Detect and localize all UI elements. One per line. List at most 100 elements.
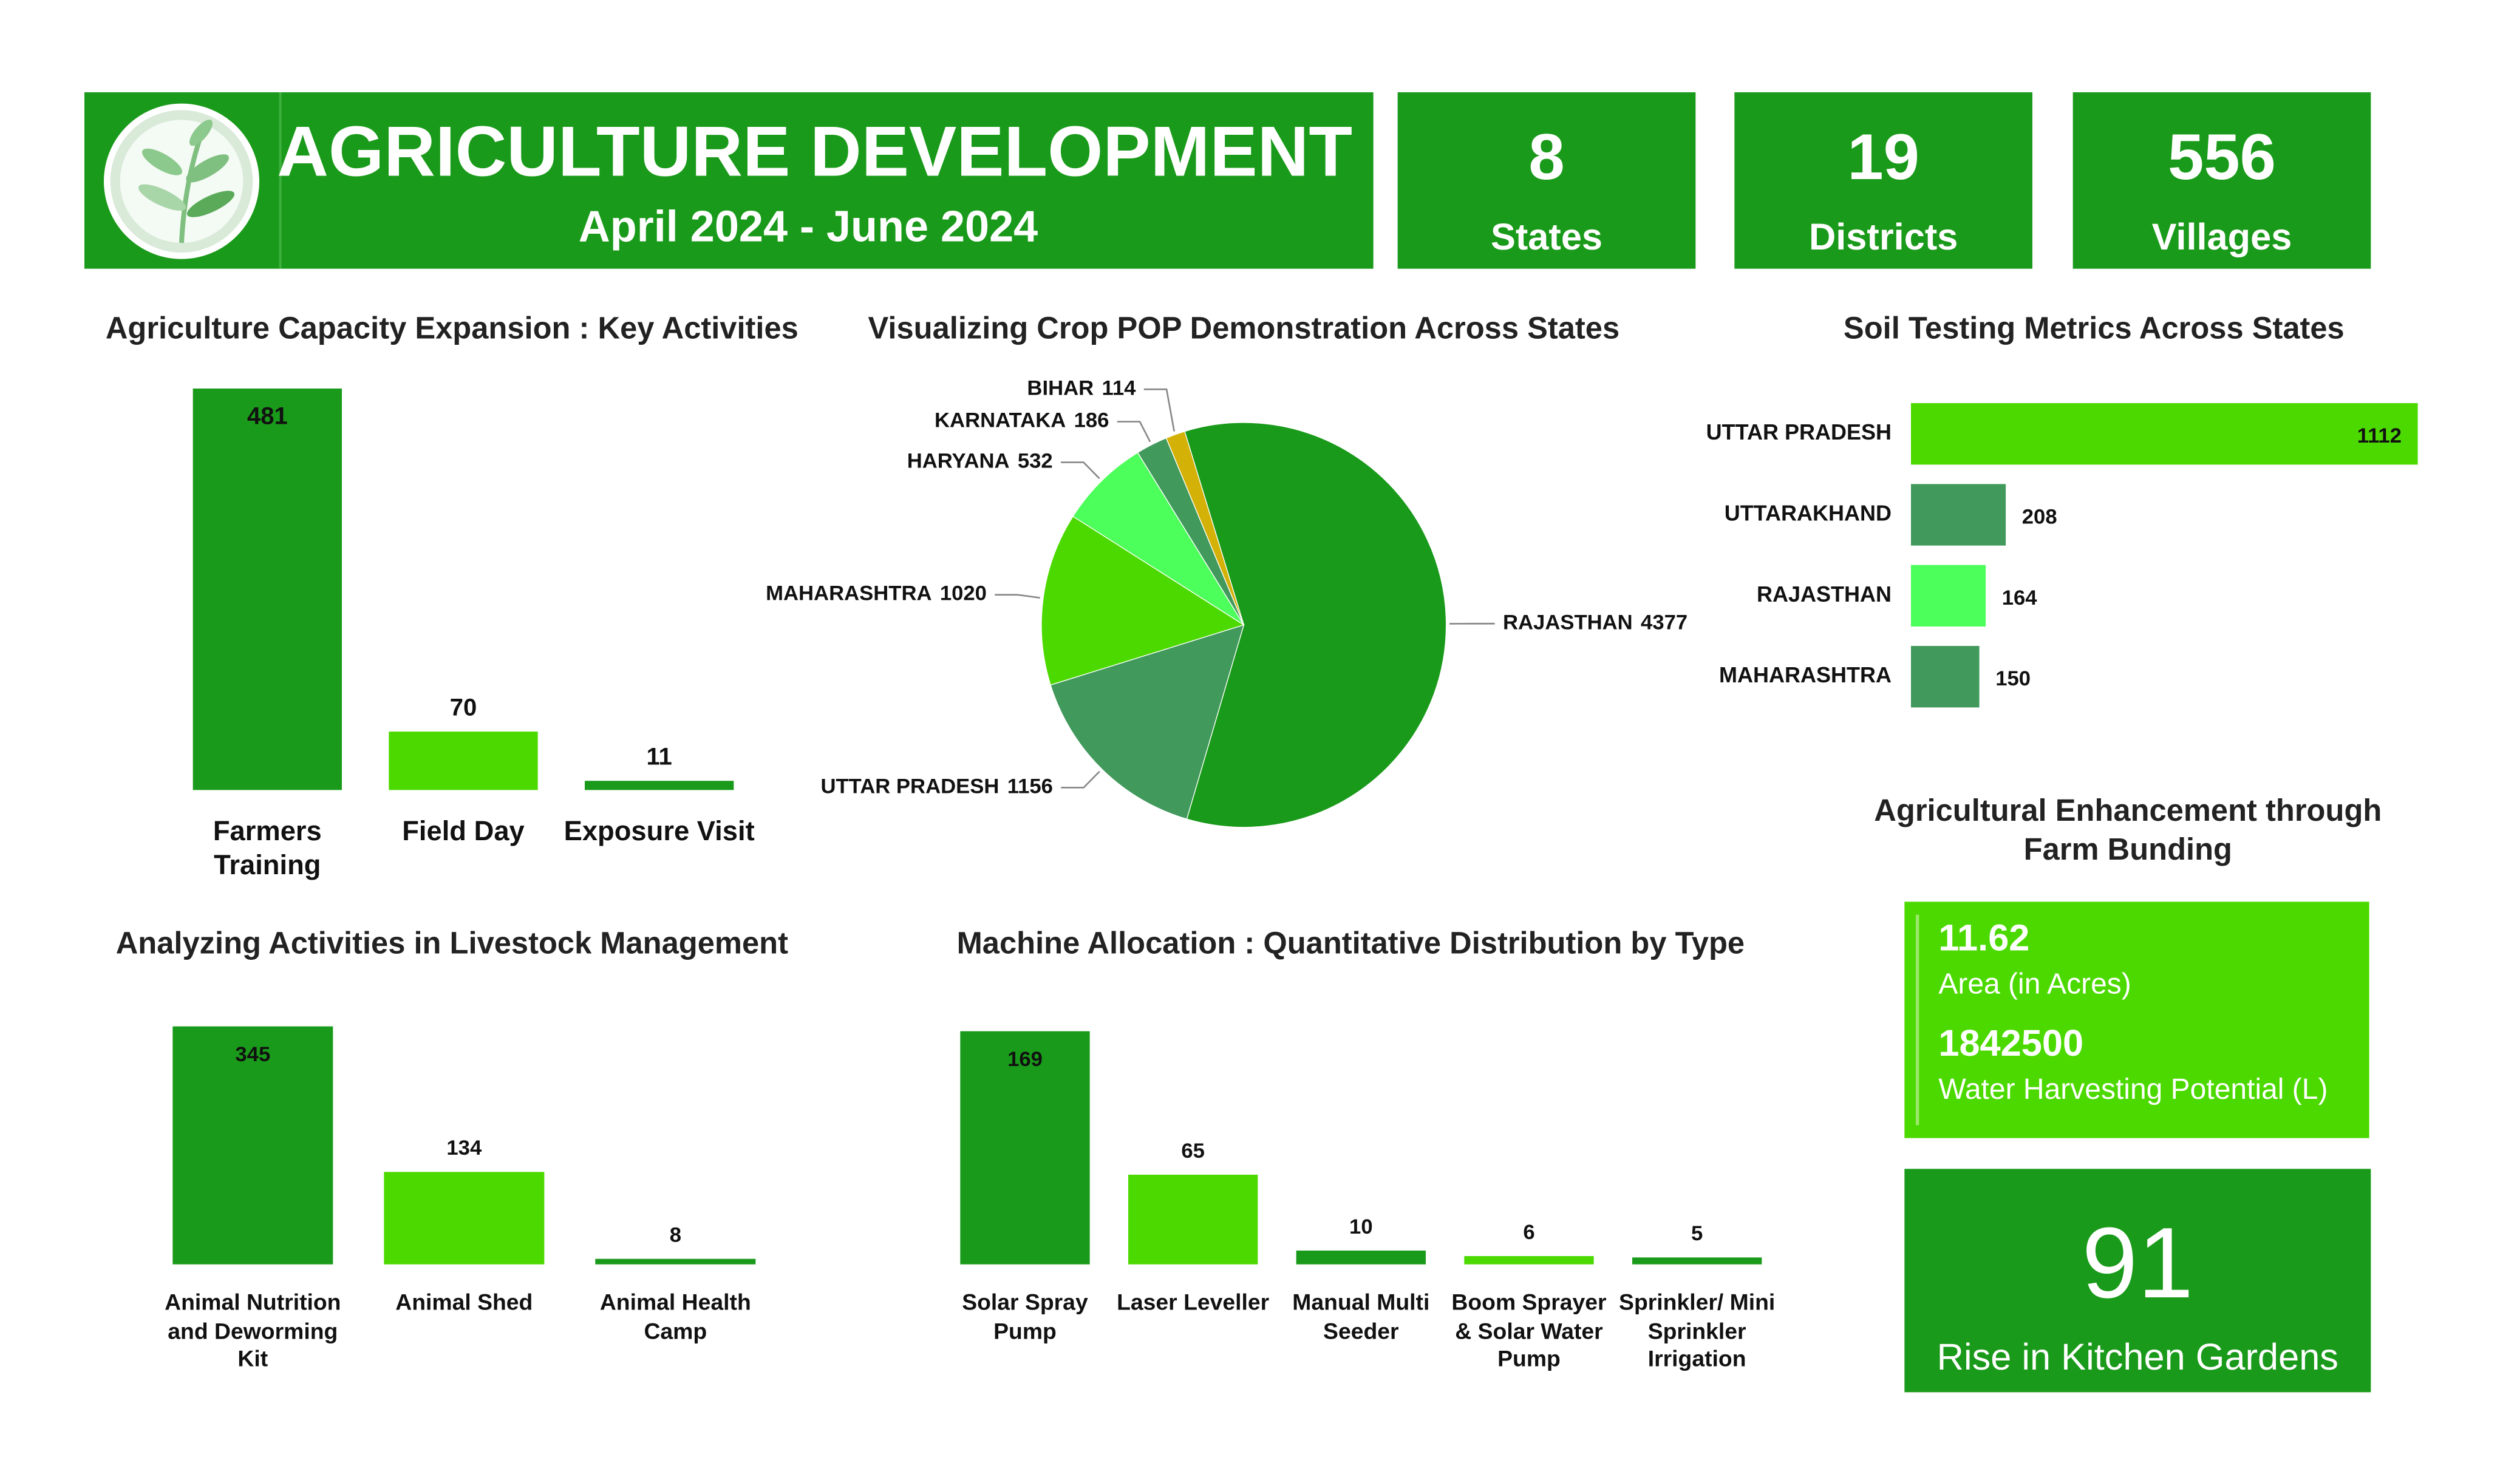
chart-title: Analyzing Activities in Livestock Manage…	[116, 926, 788, 960]
pie-slice	[1165, 430, 1244, 625]
area-label: Area (in Acres)	[1938, 968, 2131, 1000]
kpi-value: 19	[1847, 120, 1919, 193]
value-label: 1112	[2357, 424, 2402, 447]
value-label: 10	[1349, 1215, 1373, 1238]
category-label: Animal Nutrition and Deworming Kit	[165, 1288, 341, 1371]
category-label-box: Farmers Training	[213, 816, 322, 881]
category-label-box: Animal Health Camp	[600, 1289, 751, 1343]
pie-label: BIHAR 114	[1027, 376, 1136, 399]
logo	[103, 103, 259, 259]
pie-label: MAHARASHTRA 1020	[766, 582, 987, 605]
value-label: 481	[247, 403, 288, 430]
bar	[384, 1172, 545, 1265]
bar	[1911, 565, 1986, 627]
pie-slice	[1184, 422, 1447, 828]
kpi-value: 8	[1528, 120, 1564, 193]
kpi-card	[1397, 92, 1696, 269]
pie-slice	[1072, 452, 1244, 625]
value-label: 5	[1691, 1222, 1703, 1245]
pie-category: RAJASTHAN	[1503, 611, 1633, 634]
pie-slice	[1041, 515, 1245, 686]
category-label-box: Animal Nutrition and Deworming Kit	[165, 1288, 341, 1371]
category-label: Laser Leveller	[1117, 1288, 1270, 1315]
bar	[1632, 1257, 1762, 1265]
pie-label: KARNATAKA 186	[935, 409, 1109, 432]
farm-title-box: Agricultural Enhancement through Farm Bu…	[1874, 795, 2382, 868]
leader-line	[1061, 461, 1100, 480]
bar	[585, 781, 734, 790]
category-label-box: Exposure Visit	[564, 816, 755, 847]
pie-value: 1020	[940, 582, 987, 605]
chart-title: Visualizing Crop POP Demonstration Acros…	[868, 310, 1620, 345]
water-label: Water Harvesting Potential (L)	[1938, 1073, 2328, 1105]
bar	[1911, 403, 2418, 465]
leader-line	[1117, 421, 1151, 443]
pie-category: MAHARASHTRA	[766, 582, 931, 605]
bar	[1296, 1250, 1426, 1265]
bar	[389, 732, 538, 790]
value-label: 65	[1181, 1139, 1205, 1163]
pie-value: 532	[1018, 450, 1053, 473]
value-label: 134	[446, 1136, 482, 1160]
category-label: Boom Sprayer & Solar Water Pump	[1451, 1288, 1607, 1371]
pie-value: 4377	[1641, 611, 1687, 634]
value-label: 345	[235, 1043, 270, 1066]
pie-category: HARYANA	[907, 450, 1010, 473]
header-subtitle: April 2024 - June 2024	[579, 203, 1038, 251]
value-label: 164	[2002, 586, 2038, 610]
kpi-value: 556	[2168, 120, 2276, 193]
bar	[1911, 484, 2006, 546]
value-label: 70	[450, 694, 477, 721]
kpi-card	[2072, 92, 2371, 269]
kitchen-card	[1904, 1169, 2371, 1393]
farm-bunding-title: Agricultural Enhancement through Farm Bu…	[1874, 795, 2382, 868]
farm-bunding: Agricultural Enhancement through Farm Bu…	[1874, 795, 2382, 1138]
value-label: 169	[1007, 1048, 1043, 1071]
header-title: AGRICULTURE DEVELOPMENT	[277, 112, 1352, 191]
pie-label: RAJASTHAN 4377	[1503, 611, 1687, 634]
pie-value: 114	[1102, 376, 1137, 399]
charts: Agriculture Capacity Expansion : Key Act…	[106, 310, 2418, 1371]
value-label: 208	[2022, 505, 2057, 528]
pie-value: 186	[1074, 409, 1109, 432]
pie-category: UTTAR PRADESH	[820, 775, 999, 798]
kpi-card	[1734, 92, 2032, 269]
pie-label: UTTAR PRADESH 1156	[820, 775, 1052, 798]
bar	[1911, 646, 1980, 708]
value-label: 6	[1523, 1221, 1534, 1244]
kpi-row: 8 States 19 Districts 556 Villages	[1397, 92, 2371, 269]
kpi-label: Villages	[2152, 216, 2292, 257]
category-label: Exposure Visit	[564, 816, 755, 847]
category-label: Manual Multi Seeder	[1292, 1288, 1430, 1343]
pie-slice	[1050, 624, 1245, 820]
value-label: 150	[1995, 667, 2031, 690]
category-label: UTTARAKHAND	[1725, 501, 1892, 526]
kpi-label: Districts	[1809, 216, 1958, 257]
bar	[1464, 1256, 1594, 1265]
chart-title: Soil Testing Metrics Across States	[1844, 310, 2345, 345]
bar	[960, 1031, 1090, 1265]
value-label: 8	[670, 1223, 681, 1246]
area-value: 11.62	[1938, 917, 2029, 959]
bar	[595, 1258, 756, 1265]
category-label: Solar Spray Pump	[962, 1288, 1088, 1343]
pie-label: HARYANA 532	[907, 450, 1053, 473]
chart-title: Agriculture Capacity Expansion : Key Act…	[106, 310, 799, 345]
category-label-box: Field Day	[402, 816, 525, 847]
bar	[1128, 1174, 1258, 1265]
farm-card	[1904, 902, 2369, 1138]
pie-category: BIHAR	[1027, 376, 1094, 399]
category-label: Field Day	[402, 816, 525, 847]
value-label: 11	[647, 743, 672, 770]
header-banner	[84, 92, 1374, 269]
category-label: MAHARASHTRA	[1719, 662, 1892, 687]
kitchen-value: 91	[2082, 1207, 2193, 1319]
leader-line	[1061, 770, 1100, 789]
category-label-box: Sprinkler/ Mini Sprinkler Irrigation	[1619, 1289, 1775, 1371]
category-label-box: Boom Sprayer & Solar Water Pump	[1451, 1288, 1607, 1371]
bar	[172, 1026, 333, 1265]
category-label: Farmers Training	[213, 816, 322, 881]
kitchen-gardens: 91 Rise in Kitchen Gardens	[1904, 1169, 2371, 1393]
chart-title: Machine Allocation : Quantitative Distri…	[957, 926, 1745, 960]
category-label: RAJASTHAN	[1757, 582, 1892, 606]
